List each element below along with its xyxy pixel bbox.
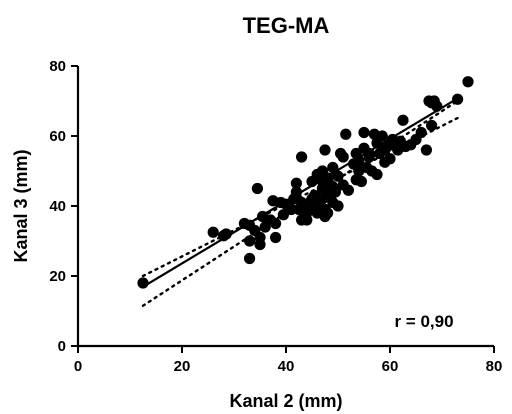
data-point (462, 76, 474, 88)
data-point (342, 184, 354, 196)
data-point (207, 226, 219, 238)
y-tick-label: 20 (49, 268, 66, 285)
data-point (319, 144, 331, 156)
data-point (358, 126, 370, 139)
data-point (384, 153, 396, 165)
data-point (337, 151, 349, 163)
chart-title: TEG-MA (243, 13, 330, 38)
y-tick-label: 0 (58, 338, 66, 355)
data-point (329, 186, 341, 198)
data-point (415, 126, 427, 139)
x-tick-label: 60 (382, 358, 399, 375)
y-tick-label: 60 (49, 128, 66, 145)
data-point (332, 200, 344, 212)
data-point (353, 154, 365, 167)
data-point (137, 277, 149, 289)
x-tick-label: 80 (486, 358, 503, 375)
data-point (244, 252, 256, 265)
y-axis-label: Kanal 3 (mm) (11, 149, 31, 262)
x-tick-label: 20 (174, 358, 191, 375)
data-point (254, 238, 266, 251)
data-point (285, 203, 297, 216)
data-point (426, 119, 438, 132)
data-point (322, 207, 334, 219)
data-point (251, 182, 263, 195)
data-point (355, 175, 367, 188)
data-point (290, 186, 302, 198)
data-point (371, 168, 383, 181)
data-point (270, 217, 282, 230)
data-point (296, 151, 308, 163)
data-point (220, 228, 232, 240)
y-tick-label: 40 (49, 198, 66, 215)
data-point (376, 130, 388, 142)
data-point (244, 235, 256, 247)
y-tick-label: 80 (49, 58, 66, 75)
data-point (420, 144, 432, 156)
x-tick-label: 40 (278, 358, 295, 375)
data-point (290, 177, 302, 189)
correlation-annotation: r = 0,90 (394, 312, 453, 331)
regression-line (142, 95, 461, 288)
plot-area: 0 20 40 60 80 0 20 40 60 80 (49, 58, 502, 375)
data-points (137, 76, 474, 289)
x-axis-label: Kanal 2 (mm) (229, 391, 342, 411)
data-point (270, 231, 282, 244)
y-axis-ticks: 0 20 40 60 80 (49, 58, 78, 355)
data-point (340, 128, 352, 140)
x-axis-ticks: 0 20 40 60 80 (74, 346, 503, 375)
x-tick-label: 0 (74, 358, 82, 375)
data-point (397, 114, 409, 126)
data-point (332, 170, 344, 182)
